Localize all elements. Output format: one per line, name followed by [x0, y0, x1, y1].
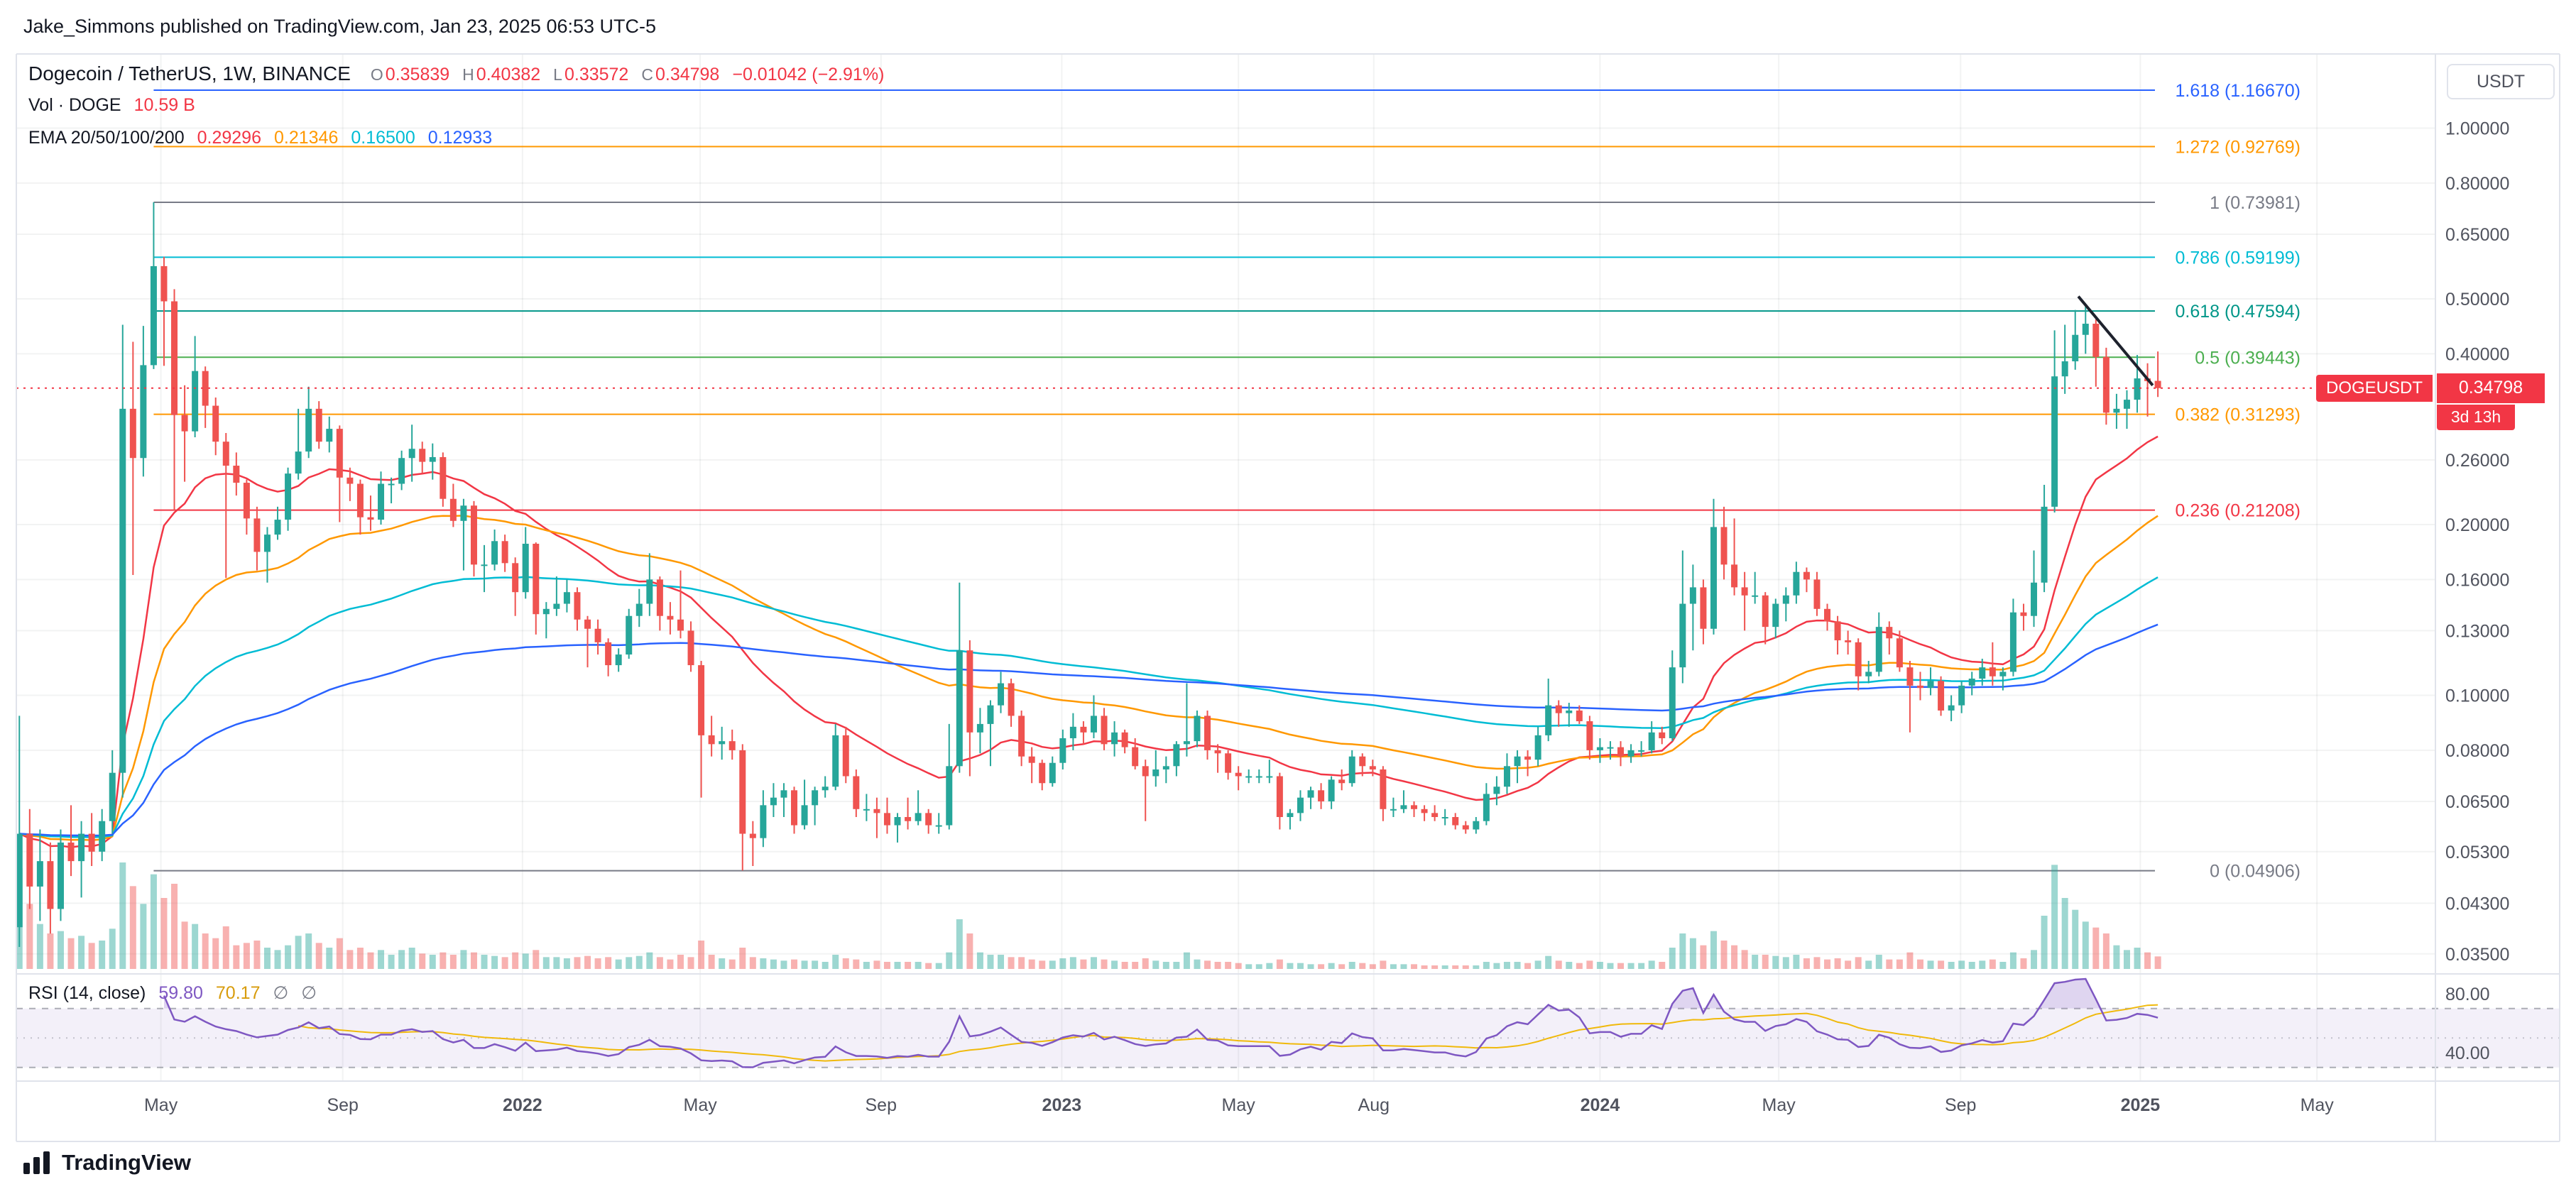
fib-level-label: 0.5 (0.39443)	[2195, 348, 2301, 368]
time-tick-label: 2025	[2121, 1095, 2161, 1115]
ema100-value: 0.16500	[351, 128, 415, 148]
price-scale-currency-toggle[interactable]: USDT	[2447, 64, 2555, 99]
tradingview-logo[interactable]	[23, 1151, 52, 1174]
price-tick-label: 0.16000	[2445, 570, 2509, 590]
price-tick-label: 0.06500	[2445, 792, 2509, 812]
price-tick-label: 0.10000	[2445, 686, 2509, 706]
footer-bar: TradingView	[23, 1150, 191, 1176]
ohlc-high: H 0.40382	[462, 65, 541, 84]
rsi-value: 59.80	[158, 983, 203, 1003]
price-tick-label: 0.26000	[2445, 451, 2509, 471]
time-tick-label: Sep	[866, 1095, 897, 1115]
rsi-label: RSI (14, close)	[28, 983, 146, 1003]
time-tick-label: May	[1222, 1095, 1256, 1115]
fib-level-label: 0.236 (0.21208)	[2175, 501, 2301, 521]
time-tick-label: May	[684, 1095, 718, 1115]
grid-layer	[16, 54, 2435, 1081]
fib-layer: 1.618 (1.16670) 1.272 (0.92769) 1 (0.73981…	[153, 81, 2301, 882]
time-tick-label: 2024	[1581, 1095, 1620, 1115]
time-tick-label: May	[2301, 1095, 2335, 1115]
rsi-ma-value: 70.17	[215, 983, 261, 1003]
time-tick-label: 2023	[1042, 1095, 1082, 1115]
price-tick-label: 0.03500	[2445, 945, 2509, 965]
symbol-price-label: DOGEUSDT	[2315, 374, 2433, 402]
fib-level-label: 0.786 (0.59199)	[2175, 248, 2301, 268]
price-tick-label: 0.65000	[2445, 225, 2509, 245]
time-tick-label: Sep	[1945, 1095, 1976, 1115]
axis-layer: 1.00000 0.80000 0.65000 0.50000 0.40000 0.260…	[144, 119, 2509, 1115]
price-tick-label: 0.04300	[2445, 894, 2509, 914]
symbol-legend: Dogecoin / TetherUS, 1W, BINANCE O 0.3583…	[28, 62, 884, 85]
ema-label: EMA 20/50/100/200	[28, 128, 185, 148]
frame-layer	[16, 53, 2560, 1142]
time-tick-label: May	[1762, 1095, 1796, 1115]
attribution-bar: Jake_Simmons published on TradingView.co…	[23, 16, 656, 38]
price-tick-label: 1.00000	[2445, 119, 2509, 138]
rsi-tick-label: 40.00	[2445, 1043, 2490, 1063]
fib-level-label: 1 (0.73981)	[2210, 193, 2301, 213]
rsi-layer	[16, 977, 2560, 1068]
fib-level-label: 0.382 (0.31293)	[2175, 405, 2301, 425]
price-tick-label: 0.13000	[2445, 621, 2509, 641]
price-tick-label: 0.80000	[2445, 174, 2509, 194]
change-value: −0.01042 (−2.91%)	[732, 65, 885, 84]
ema50-value: 0.21346	[274, 128, 339, 148]
symbol-title[interactable]: Dogecoin / TetherUS, 1W, BINANCE	[28, 62, 351, 84]
attribution-text[interactable]: Jake_Simmons published on TradingView.co…	[23, 16, 657, 37]
time-tick-label: 2022	[503, 1095, 542, 1115]
rsi-legend: RSI (14, close) 59.80 70.17 ∅ ∅	[28, 982, 317, 1004]
current-price-badge: 0.34798	[2437, 373, 2545, 403]
ema-legend: EMA 20/50/100/200 0.29296 0.21346 0.1650…	[28, 128, 492, 148]
ema20-value: 0.29296	[197, 128, 261, 148]
ohlc-close: C 0.34798	[641, 65, 720, 84]
rsi-empty-icon: ∅	[273, 983, 289, 1003]
price-tick-label: 0.05300	[2445, 843, 2509, 862]
ohlc-open: O 0.35839	[370, 65, 450, 84]
price-tick-label: 0.40000	[2445, 344, 2509, 364]
annotations-layer	[16, 295, 2435, 389]
fib-level-label: 1.272 (0.92769)	[2175, 138, 2301, 158]
ohlc-low: L 0.33572	[553, 65, 629, 84]
time-tick-label: Sep	[327, 1095, 358, 1115]
rsi-empty-icon: ∅	[301, 983, 317, 1003]
ema-layer	[18, 435, 2159, 848]
fib-level-label: 0.618 (0.47594)	[2175, 302, 2301, 322]
time-tick-label: Aug	[1358, 1095, 1390, 1115]
currency-label: USDT	[2476, 71, 2526, 92]
volume-legend: Vol · DOGE 10.59 B	[28, 95, 195, 116]
price-tick-label: 0.50000	[2445, 290, 2509, 309]
rsi-tick-label: 80.00	[2445, 985, 2490, 1004]
fib-level-label: 0 (0.04906)	[2210, 862, 2301, 882]
volume-layer	[16, 862, 2161, 969]
volume-label: Vol · DOGE	[28, 95, 121, 115]
candles-layer[interactable]	[16, 202, 2161, 947]
ema200-value: 0.12933	[427, 128, 493, 148]
tradingview-brand[interactable]: TradingView	[62, 1150, 192, 1175]
volume-value: 10.59 B	[133, 95, 195, 115]
time-tick-label: May	[144, 1095, 178, 1115]
fib-level-label: 1.618 (1.16670)	[2175, 81, 2301, 101]
price-tick-label: 0.08000	[2445, 741, 2509, 761]
bar-countdown-badge: 3d 13h	[2437, 404, 2515, 430]
price-tick-label: 0.20000	[2445, 515, 2509, 535]
